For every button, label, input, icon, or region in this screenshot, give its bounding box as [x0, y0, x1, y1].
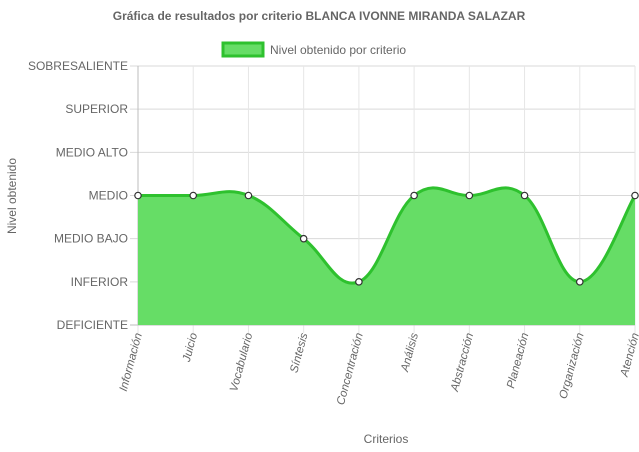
data-point-3[interactable] — [299, 234, 308, 243]
y-axis-ticks: DEFICIENTE INFERIOR MEDIO BAJO MEDIO MEDIO A… — [28, 59, 128, 332]
y-tick-label: MEDIO BAJO — [54, 232, 128, 246]
x-tick-label: Organización — [558, 332, 587, 401]
y-axis-label: Nivel obtenido — [5, 158, 19, 234]
legend[interactable]: Nivel obtenido por criterio — [221, 41, 406, 58]
y-tick-label: MEDIO ALTO — [56, 145, 128, 159]
x-tick-label: Concentración — [335, 332, 366, 407]
x-tick-label: Planeación — [505, 332, 531, 390]
x-tick-label: Atención — [618, 332, 639, 379]
data-point-0[interactable] — [134, 191, 142, 200]
series-area-fill — [138, 187, 635, 325]
legend-label: Nivel obtenido por criterio — [270, 43, 406, 57]
y-tick-label: SOBRESALIENTE — [28, 59, 128, 73]
legend-swatch — [221, 41, 265, 58]
data-point-4[interactable] — [355, 278, 363, 286]
series-line — [138, 186, 637, 285]
x-axis-ticks: Información Juicio Vocabulario Síntesis Conc… — [118, 331, 639, 406]
x-axis-label: Criterios — [364, 432, 409, 446]
data-point-8[interactable] — [575, 278, 584, 286]
y-tick-label: INFERIOR — [71, 275, 129, 289]
chart-title: Gráfica de resultados por criterio BLANC… — [113, 9, 526, 23]
data-point-1[interactable] — [189, 191, 198, 200]
x-tick-label: Análisis — [399, 331, 421, 374]
data-point-2[interactable] — [244, 191, 253, 200]
x-tick-label: Información — [118, 332, 145, 393]
data-point-9[interactable] — [631, 191, 639, 200]
y-tick-label: SUPERIOR — [65, 102, 128, 116]
data-point-6[interactable] — [465, 191, 474, 200]
y-tick-label: DEFICIENTE — [57, 318, 128, 332]
data-point-7[interactable] — [520, 191, 529, 200]
x-tick-label: Vocabulario — [228, 331, 255, 393]
y-tick-label: MEDIO — [89, 189, 128, 203]
data-point-5[interactable] — [410, 191, 418, 200]
x-tick-label: Síntesis — [288, 331, 310, 374]
series-area — [138, 186, 637, 325]
x-tick-label: Juicio — [181, 331, 201, 364]
x-tick-label: Abstracción — [449, 332, 476, 394]
data-points[interactable] — [134, 191, 639, 286]
